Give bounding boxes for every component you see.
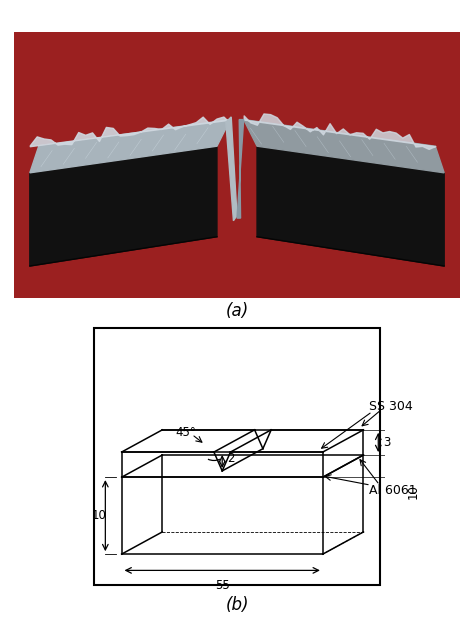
Text: SS 304: SS 304	[369, 399, 413, 413]
Polygon shape	[230, 120, 237, 218]
Polygon shape	[226, 117, 237, 221]
Text: (a): (a)	[225, 302, 249, 320]
Text: 10: 10	[91, 509, 106, 522]
Text: 2: 2	[228, 452, 235, 465]
Text: 3: 3	[383, 436, 391, 449]
Polygon shape	[244, 120, 444, 173]
Text: 55: 55	[215, 579, 229, 592]
Polygon shape	[30, 120, 230, 173]
Polygon shape	[257, 146, 444, 266]
Polygon shape	[30, 146, 217, 266]
Text: 45°: 45°	[175, 426, 196, 439]
Text: 10: 10	[406, 484, 419, 500]
Text: (b): (b)	[225, 597, 249, 614]
Text: Al 6061: Al 6061	[369, 484, 417, 497]
Polygon shape	[237, 120, 244, 218]
